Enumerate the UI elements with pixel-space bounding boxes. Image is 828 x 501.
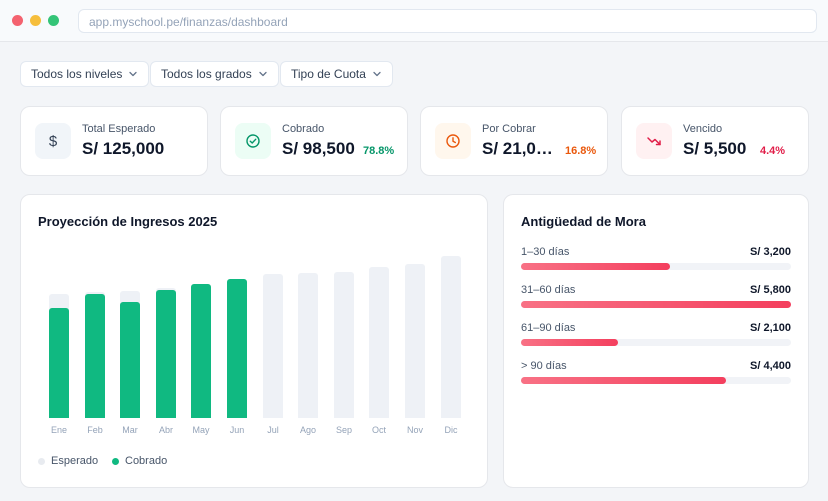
- kpi-value: S/ 5,500: [683, 139, 747, 158]
- legend-expected: Esperado: [38, 455, 98, 467]
- chevron-down-icon: [373, 71, 381, 77]
- aging-row-label: > 90 días: [521, 360, 567, 372]
- trending-down-icon: [636, 123, 672, 159]
- month-tick-label: Oct: [371, 425, 386, 435]
- bar-expected-jul: [263, 274, 283, 418]
- legend-label-expected: Esperado: [51, 455, 99, 467]
- kpi-card-overdue: Vencido S/ 5,500 4.4%: [621, 106, 809, 176]
- address-bar[interactable]: app.myschool.pe/finanzas/dashboard: [78, 9, 817, 33]
- aging-row-value: S/ 2,100: [750, 322, 791, 334]
- month-tick-label: Mar: [122, 425, 138, 435]
- aging-row-value: S/ 3,200: [750, 246, 791, 258]
- bar-expected-sep: [334, 272, 354, 418]
- kpi-percentage: 16.8%: [565, 145, 597, 157]
- month-tick-label: Abr: [158, 425, 173, 435]
- kpi-percentage: 4.4%: [760, 145, 786, 157]
- kpi-value: S/ 98,500: [282, 139, 355, 158]
- kpi-label: Cobrado: [282, 123, 325, 135]
- bar-expected-ago: [298, 273, 318, 418]
- kpi-card-total-expected: $ Total Esperado S/ 125,000: [20, 106, 208, 176]
- bar-collected-jun: [227, 279, 247, 418]
- bar-collected-may: [191, 284, 211, 418]
- aging-row-label: 31–60 días: [521, 284, 576, 296]
- kpi-card-collected: Cobrado S/ 98,500 78.8%: [220, 106, 408, 176]
- close-window-button[interactable]: [12, 15, 23, 26]
- bar-collected-abr: [156, 290, 176, 418]
- month-tick-label: May: [192, 425, 210, 435]
- kpi-label: Por Cobrar: [482, 123, 536, 135]
- kpi-value: S/ 21,000: [482, 139, 554, 158]
- bar-expected-oct: [369, 267, 389, 418]
- filter-level-dropdown[interactable]: Todos los niveles: [20, 61, 150, 87]
- legend-swatch-collected: [112, 457, 119, 465]
- projection-title: Proyección de Ingresos 2025: [38, 214, 218, 229]
- bar-expected-nov: [405, 264, 425, 418]
- month-tick-label: Dic: [444, 425, 458, 435]
- kpi-label: Total Esperado: [82, 123, 156, 135]
- bar-collected-feb: [85, 294, 105, 418]
- filter-level-label: Todos los niveles: [31, 67, 123, 81]
- aging-title: Antigüedad de Mora: [521, 214, 646, 229]
- kpi-percentage: 78.8%: [363, 145, 395, 157]
- month-tick-label: Feb: [87, 425, 103, 435]
- dollar-icon: $: [35, 123, 71, 159]
- aging-bar-track: [521, 377, 791, 384]
- chevron-down-icon: [259, 71, 267, 77]
- filter-grade-label: Todos los grados: [161, 67, 252, 81]
- legend-label-collected: Cobrado: [125, 455, 168, 467]
- svg-text:$: $: [49, 133, 58, 149]
- aging-row-value: S/ 4,400: [750, 360, 791, 372]
- kpi-label: Vencido: [683, 123, 723, 135]
- check-circle-icon: [235, 123, 271, 159]
- browser-chrome: app.myschool.pe/finanzas/dashboard: [0, 0, 828, 42]
- filter-fee-type-label: Tipo de Cuota: [291, 67, 366, 81]
- filter-fee-type-dropdown[interactable]: Tipo de Cuota: [280, 61, 393, 87]
- month-tick-label: Ene: [50, 425, 67, 435]
- kpi-value: S/ 125,000: [82, 139, 165, 158]
- minimize-window-button[interactable]: [30, 15, 41, 26]
- aging-bar-fill: [521, 263, 670, 270]
- aging-bar-track: [521, 301, 791, 308]
- aging-bar-fill: [521, 339, 619, 346]
- aging-row-label: 1–30 días: [521, 246, 570, 258]
- month-tick-label: Ago: [299, 425, 316, 435]
- legend-swatch-expected: [38, 457, 45, 465]
- clock-icon: [435, 123, 471, 159]
- aging-bar-track: [521, 339, 791, 346]
- aging-bar-fill: [521, 377, 727, 384]
- kpi-card-pending: Por Cobrar S/ 21,000 16.8%: [420, 106, 608, 176]
- aging-bar-fill: [521, 301, 791, 308]
- month-tick-label: Sep: [335, 425, 352, 435]
- month-tick-label: Nov: [406, 425, 423, 435]
- bar-expected-dic: [441, 256, 461, 418]
- filter-grade-dropdown[interactable]: Todos los grados: [150, 61, 279, 87]
- month-tick-label: Jun: [229, 425, 245, 435]
- aging-row-value: S/ 5,800: [750, 284, 791, 296]
- aging-row-label: 61–90 días: [521, 322, 576, 334]
- month-tick-label: Jul: [267, 425, 279, 435]
- chevron-down-icon: [129, 71, 138, 77]
- bar-collected-mar: [120, 302, 140, 418]
- bar-collected-ene: [49, 308, 69, 418]
- legend-collected: Cobrado: [112, 455, 167, 467]
- aging-bar-track: [521, 263, 791, 270]
- maximize-window-button[interactable]: [48, 15, 59, 26]
